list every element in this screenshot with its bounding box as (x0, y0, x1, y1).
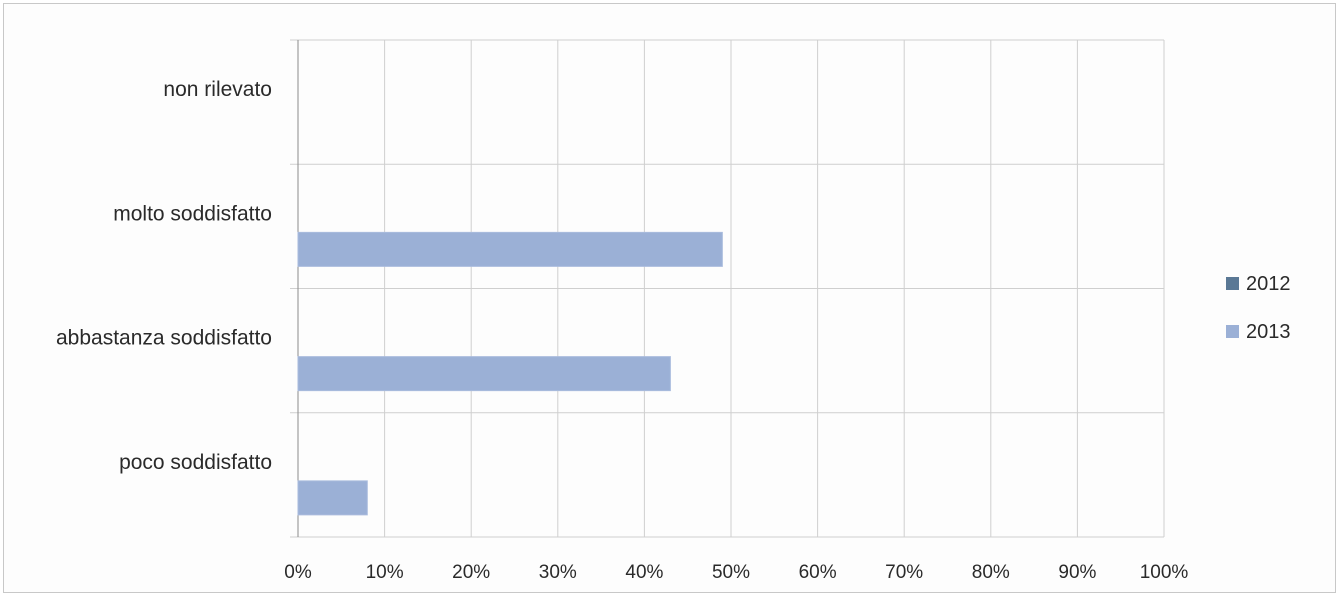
x-tick-label: 50% (712, 562, 750, 583)
x-tick-label: 40% (625, 562, 663, 583)
category-label: poco soddisfatto (119, 451, 272, 474)
x-tick-label: 70% (885, 562, 923, 583)
x-tick-label: 60% (799, 562, 837, 583)
x-tick-label: 100% (1140, 562, 1189, 583)
category-label: molto soddisfatto (113, 202, 272, 225)
legend-swatch-2013 (1226, 325, 1239, 338)
x-tick-label: 30% (539, 562, 577, 583)
x-tick-label: 90% (1058, 562, 1096, 583)
legend-label-2012: 2012 (1246, 273, 1291, 295)
x-tick-label: 80% (972, 562, 1010, 583)
chart-frame (3, 3, 1336, 593)
legend-swatch-2012 (1226, 277, 1239, 290)
legend-label-2013: 2013 (1246, 321, 1291, 343)
bar-2013 (297, 231, 723, 267)
category-label: non rilevato (163, 78, 272, 101)
x-tick-label: 0% (284, 562, 312, 583)
x-tick-label: 10% (366, 562, 404, 583)
category-label: abbastanza soddisfatto (56, 327, 272, 350)
x-tick-label: 20% (452, 562, 490, 583)
bar-2013 (297, 480, 368, 516)
bar-2013 (297, 356, 671, 392)
